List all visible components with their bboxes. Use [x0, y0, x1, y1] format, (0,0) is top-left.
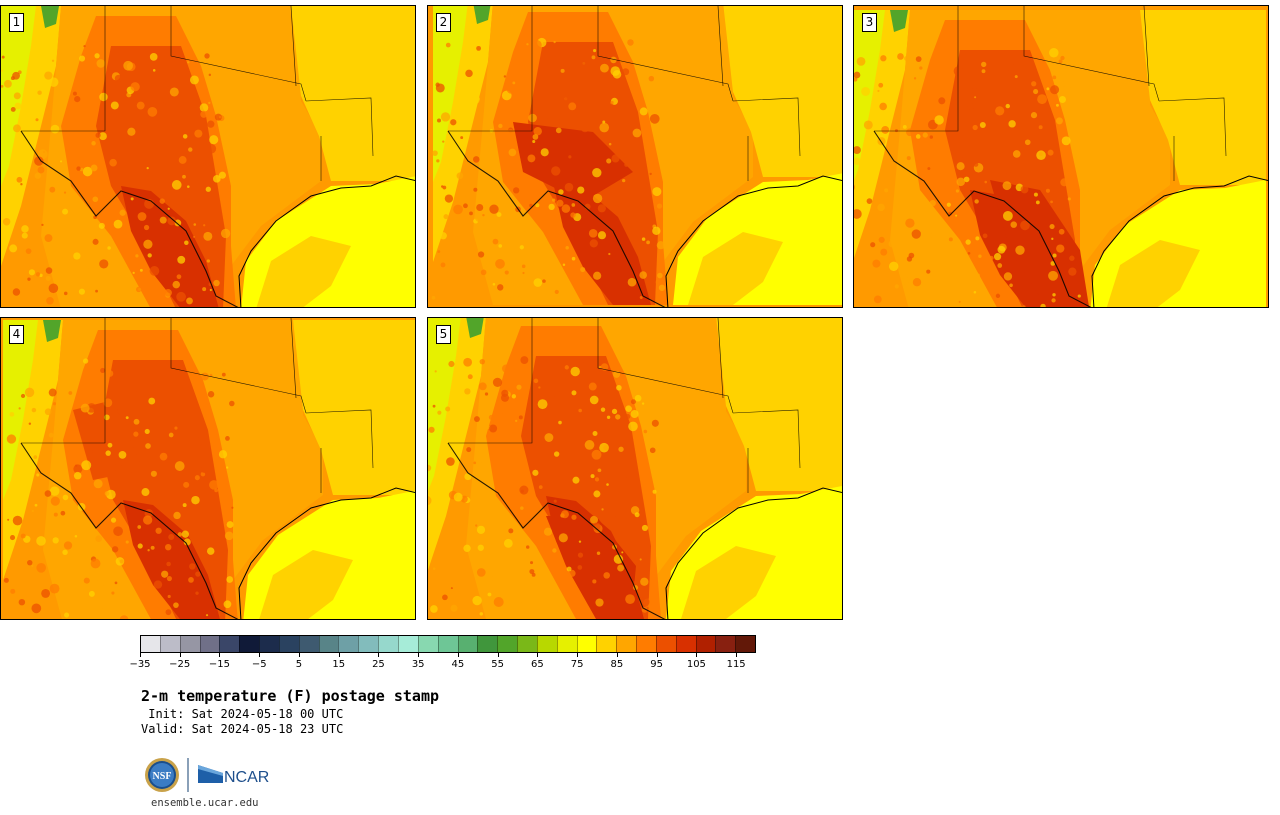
ensemble-member-map-3: 3: [853, 5, 1269, 308]
colorbar-swatch: [417, 636, 438, 652]
colorbar-swatch: [397, 636, 418, 652]
colorbar-tick: [338, 653, 340, 657]
colorbar-swatch: [199, 636, 220, 652]
ensemble-member-map-2: 2: [427, 5, 843, 308]
svg-text:NSF: NSF: [153, 771, 172, 782]
colorbar-swatch: [695, 636, 716, 652]
colorbar-swatch: [338, 636, 359, 652]
colorbar-swatch: [636, 636, 656, 652]
colorbar-swatch: [159, 636, 180, 652]
colorbar-tick: [140, 653, 141, 657]
nsf-logo-icon: NSF: [145, 758, 179, 792]
colorbar-tick-label: 55: [491, 659, 505, 670]
temperature-field-map: [428, 318, 842, 619]
colorbar-tick: [219, 653, 221, 657]
colorbar-swatch: [735, 636, 756, 652]
colorbar-tick-label: −35: [129, 659, 151, 670]
colorbar-swatch: [576, 636, 597, 652]
colorbar-tick-label: 85: [610, 659, 624, 670]
ncar-logo-icon: NCAR: [198, 765, 269, 786]
svg-text:NCAR: NCAR: [224, 769, 269, 786]
colorbar-tick: [577, 653, 579, 657]
member-number-label: 3: [862, 13, 877, 32]
colorbar-swatch: [318, 636, 339, 652]
colorbar-swatch: [378, 636, 398, 652]
colorbar-swatch: [219, 636, 240, 652]
valid-time: Valid: Sat 2024-05-18 23 UTC: [141, 722, 344, 736]
colorbar-tick: [616, 653, 618, 657]
colorbar-tick-label: 25: [372, 659, 385, 670]
colorbar-swatch: [715, 636, 736, 652]
colorbar-tick-label: 105: [686, 659, 706, 670]
colorbar-tick-label: −15: [208, 659, 231, 670]
colorbar-swatch: [536, 636, 557, 652]
colorbar-swatch: [179, 636, 200, 652]
colorbar-tick-label: −25: [169, 659, 191, 670]
temperature-colorbar: [140, 635, 756, 653]
colorbar-swatch: [675, 636, 696, 652]
colorbar-tick: [497, 653, 499, 657]
colorbar-swatch: [298, 636, 319, 652]
colorbar-swatch: [259, 636, 279, 652]
colorbar-tick: [378, 653, 380, 657]
temperature-field-map: [854, 6, 1268, 307]
colorbar-tick-label: −5: [251, 659, 267, 670]
colorbar-swatch: [655, 636, 676, 652]
member-number-label: 1: [9, 13, 24, 32]
plot-title: 2-m temperature (F) postage stamp: [141, 687, 440, 705]
temperature-field-map: [431, 6, 842, 307]
colorbar-swatch: [596, 636, 617, 652]
ensemble-member-map-1: 1: [0, 5, 416, 308]
colorbar-tick: [298, 653, 300, 657]
colorbar-tick-label: 65: [531, 659, 544, 670]
colorbar-tick-label: 45: [451, 659, 465, 670]
colorbar-swatch: [358, 636, 379, 652]
colorbar-swatch: [616, 636, 637, 652]
colorbar-swatch: [437, 636, 458, 652]
colorbar-swatch: [457, 636, 478, 652]
colorbar-swatch: [497, 636, 518, 652]
colorbar-tick: [696, 653, 698, 657]
colorbar-tick: [537, 653, 539, 657]
colorbar-tick-label: 35: [411, 659, 425, 670]
colorbar-tick: [656, 653, 658, 657]
colorbar-tick-labels: −35 −25 −15 −5 5 15 25 35 45 55 65 75 85 95 105 115: [129, 653, 756, 673]
colorbar-tick: [457, 653, 459, 657]
temperature-field-map: [1, 6, 415, 307]
colorbar-swatch: [239, 636, 260, 652]
member-number-label: 4: [9, 325, 24, 344]
ensemble-member-map-5: 5: [427, 317, 843, 620]
colorbar-tick: [259, 653, 261, 657]
colorbar-tick: [179, 653, 181, 657]
colorbar-tick-label: 75: [570, 659, 584, 670]
ensemble-member-map-4: 4: [0, 317, 416, 620]
colorbar-swatch: [477, 636, 498, 652]
colorbar-tick-label: 95: [650, 659, 664, 670]
colorbar-tick-label: 15: [332, 659, 346, 670]
colorbar-tick-label: 5: [295, 659, 303, 670]
colorbar-swatch: [278, 636, 299, 652]
member-number-label: 2: [436, 13, 451, 32]
colorbar-tick: [418, 653, 420, 657]
website-url: ensemble.ucar.edu: [151, 797, 259, 809]
temperature-field-map: [3, 318, 415, 619]
member-number-label: 5: [436, 325, 451, 344]
colorbar-swatch: [141, 636, 160, 652]
colorbar-tick: [736, 653, 738, 657]
colorbar-swatch: [556, 636, 577, 652]
init-time: Init: Sat 2024-05-18 00 UTC: [141, 707, 344, 721]
colorbar-tick-label: 115: [726, 659, 746, 670]
logo-divider: [187, 758, 189, 792]
colorbar-swatch: [517, 636, 537, 652]
